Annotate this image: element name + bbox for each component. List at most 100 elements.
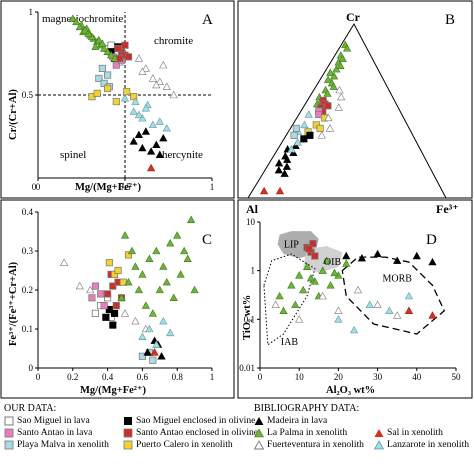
panel-d-y-tick-label: 1 <box>251 266 256 276</box>
panel-c-point <box>169 293 178 301</box>
panel-a-point <box>155 77 164 85</box>
panel-a-point <box>120 94 130 102</box>
panel-c-point <box>166 238 175 247</box>
legend-our-header: OUR DATA: <box>4 403 57 414</box>
panel-a-point <box>104 84 112 92</box>
square-red-icon <box>123 428 133 438</box>
panel-a-x-tick-label: 1 <box>210 182 215 192</box>
panel-b-point <box>306 131 314 139</box>
panel-d-point <box>291 300 300 308</box>
panel-c-point <box>159 262 168 270</box>
panel-a-point <box>112 98 120 106</box>
panel-d-ylabel: TiO₂ wt% <box>242 295 253 340</box>
legend-label: Sao Miguel in lava <box>17 415 90 426</box>
panel-a-point <box>146 163 156 172</box>
panel-c-point <box>97 290 105 298</box>
panel-a-point <box>107 41 115 49</box>
panel-a-point <box>93 89 101 97</box>
legend-item-la-palma: La Palma in xenolith <box>254 427 347 439</box>
square-open-icon <box>4 416 14 426</box>
panel-a-point <box>121 41 129 49</box>
panel-c-point <box>150 348 159 356</box>
panel-b-point <box>336 61 345 69</box>
square-yellow-icon <box>123 440 133 450</box>
panel-c-point <box>104 290 112 298</box>
panel-d-x-tick-label: 50 <box>452 372 462 382</box>
legend-item-puerto-calero: Puerto Calero in xenolith <box>123 439 233 451</box>
panel-a-point <box>155 117 164 125</box>
panel-a-frame <box>0 0 235 199</box>
panel-b-point <box>260 186 269 195</box>
panel-c-point <box>131 262 140 270</box>
panel-a: A magnesiochromite chromite spinel hercy… <box>8 12 213 193</box>
legend-item-lanzarote: Lanzarote in xenolith <box>374 439 469 451</box>
region-label-lip: LIP <box>284 239 299 250</box>
panel-c-point <box>111 309 119 317</box>
panel-d-point <box>311 252 319 260</box>
panel-c-point <box>138 352 146 360</box>
square-black-icon <box>123 416 133 426</box>
panel-a-point <box>134 130 144 139</box>
panel-c-point <box>91 309 99 317</box>
panel-a-point <box>110 54 119 62</box>
panel-a-point <box>72 17 81 26</box>
panel-a-point <box>152 80 161 89</box>
panel-b-point <box>275 186 285 195</box>
panel-c-xlabel: Mg/(Mg+Fe²⁺) <box>80 385 146 396</box>
panel-b-point <box>300 135 308 143</box>
panel-c-point <box>162 277 171 286</box>
panel-c-x-tick-label: 0.8 <box>172 372 184 382</box>
panel-c-point <box>180 246 189 255</box>
panel-a-point <box>94 36 104 44</box>
region-label-hercynite: hercynite <box>162 149 203 161</box>
panel-d-point <box>404 306 414 314</box>
panel-c: C Fe³⁺/(Fe³⁺+Cr+Al) Mg/(Mg+Fe²⁺) <box>8 232 212 396</box>
panel-a-point <box>75 22 84 31</box>
panel-d-x-tick-label: 10 <box>295 372 305 382</box>
panel-c-point <box>131 316 140 325</box>
panel-c-point <box>117 293 126 301</box>
panel-b: B Cr Al Fe³⁺ <box>246 10 459 216</box>
panel-c-point <box>124 251 133 259</box>
panel-a-point <box>95 74 103 82</box>
panel-d-point <box>353 285 363 294</box>
triangle-red-icon <box>374 428 384 438</box>
panel-d-point <box>302 262 312 270</box>
panel-b-point <box>323 89 332 97</box>
panel-b-point <box>293 138 302 146</box>
legend-label: Sal in xenolith <box>387 427 443 438</box>
panel-a-point <box>100 44 109 52</box>
panel-a-point <box>169 90 178 99</box>
ternary-vertex-cr: Cr <box>346 10 361 24</box>
panel-a-point <box>80 26 90 34</box>
panel-a-point <box>162 82 171 90</box>
panel-c-point <box>145 254 154 262</box>
panel-d-point <box>334 315 343 323</box>
panel-d-point <box>295 315 304 323</box>
panel-b-point <box>323 75 333 83</box>
panel-a-xlabel: Mg/(Mg+Fe²⁺) <box>75 182 141 193</box>
legend-label: Playa Malva in xenolith <box>17 439 109 450</box>
legend-item-fuerteventura: Fuerteventura in xenolith <box>254 439 364 451</box>
panel-d-y-tick-label: 0.01 <box>239 363 255 373</box>
panel-c-point <box>155 285 164 294</box>
panel-a-y-tick-label: 1 <box>29 7 34 17</box>
panel-d-point <box>412 251 421 260</box>
panel-b-point <box>324 102 332 110</box>
panel-a-point <box>138 67 147 75</box>
panel-c-y-tick-label: 0.3 <box>22 246 34 256</box>
region-label-magnesiochromite: magnesiochromite <box>42 13 123 25</box>
panel-a-point <box>91 42 100 51</box>
panel-b-point <box>342 44 352 52</box>
panel-a-x-tick-label: 0.5 <box>119 182 131 192</box>
legend-label: Madeira in lava <box>267 415 328 426</box>
panel-a-point <box>98 64 106 72</box>
panel-a-label: A <box>202 12 213 28</box>
panel-d-point <box>373 300 382 308</box>
panel-d-frame <box>237 199 473 399</box>
panel-a-point <box>106 50 116 59</box>
panel-c-x-tick-label: 1 <box>210 372 215 382</box>
panel-b-point <box>324 113 333 122</box>
panel-a-point <box>159 60 168 69</box>
ternary-vertex-fe3: Fe³⁺ <box>436 202 459 216</box>
